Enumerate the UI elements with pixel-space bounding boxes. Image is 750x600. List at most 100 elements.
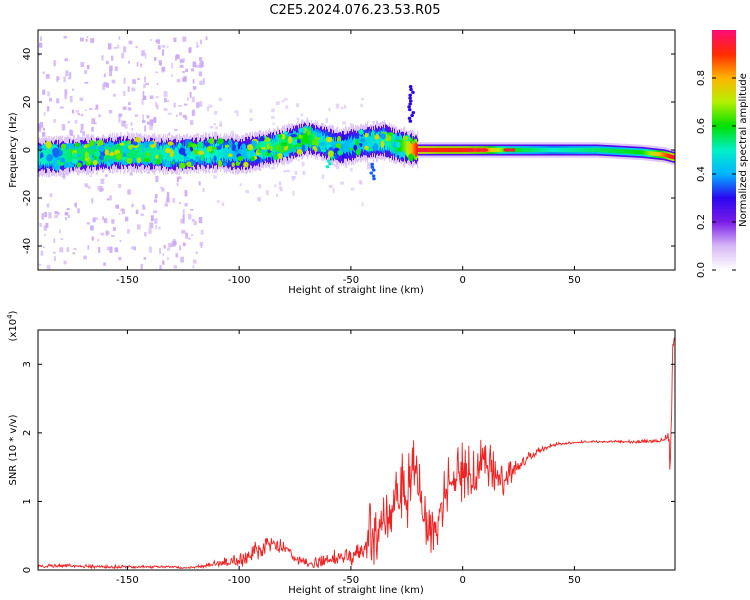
heatmap-cell <box>372 132 374 152</box>
heatmap-noise-cell <box>39 222 42 227</box>
heatmap-cell <box>412 141 414 157</box>
heatmap-cell <box>207 143 209 163</box>
heatmap-noise-cell <box>144 125 146 132</box>
colorbar: 0.0 0.2 0.4 0.6 0.8 Normalized spectral ampl… <box>696 30 749 278</box>
heatmap-cell <box>655 151 657 157</box>
heatmap-blob <box>362 142 368 146</box>
heatmap-blob <box>283 131 289 136</box>
heatmap-cell <box>324 133 326 152</box>
heatmap-cell <box>555 147 557 153</box>
heatmap-noise-cell <box>140 263 143 270</box>
heatmap-noise-cell <box>321 174 325 179</box>
colorbar-tick-label: 0.4 <box>696 166 707 182</box>
heatmap-cell <box>488 147 490 153</box>
heatmap-noise-cell <box>192 259 197 264</box>
heatmap-noise-cell <box>158 226 161 230</box>
heatmap-noise-cell <box>265 190 269 196</box>
heatmap-cell <box>671 154 673 159</box>
heatmap-noise-cell <box>153 210 157 214</box>
spectrogram-x-tick-label: -150 <box>116 275 139 286</box>
heatmap-noise-cell <box>343 104 347 109</box>
heatmap-cell <box>266 141 268 157</box>
heatmap-noise-cell <box>173 102 176 108</box>
heatmap-cell <box>601 148 603 153</box>
heatmap-blob <box>296 139 301 144</box>
heatmap-cell <box>373 133 375 150</box>
heatmap-noise-cell <box>182 71 186 74</box>
heatmap-cell <box>208 143 210 163</box>
heatmap-noise-cell <box>75 110 80 113</box>
heatmap-cell <box>359 135 361 152</box>
heatmap-cell <box>215 143 217 162</box>
heatmap-noise-cell <box>155 96 159 99</box>
heatmap-cell <box>156 147 158 161</box>
heatmap-blob <box>183 156 190 160</box>
heatmap-noise-cell <box>190 120 194 125</box>
heatmap-cell <box>456 147 458 153</box>
heatmap-blob <box>148 141 155 145</box>
heatmap-noise-cell <box>107 43 112 50</box>
heatmap-cell <box>496 147 498 153</box>
heatmap-blob <box>167 141 174 146</box>
heatmap-cell <box>664 152 666 157</box>
heatmap-blob <box>60 143 67 150</box>
heatmap-noise-cell <box>93 122 97 125</box>
heatmap-blob <box>144 143 149 149</box>
heatmap-cell <box>617 148 619 154</box>
heatmap-noise-cell <box>219 124 223 127</box>
heatmap-cell <box>559 147 561 153</box>
heatmap-cell <box>441 147 443 153</box>
heatmap-blob <box>283 152 290 157</box>
heatmap-noise-cell <box>84 70 88 74</box>
heatmap-noise-cell <box>56 76 60 81</box>
heatmap-cell <box>204 148 206 159</box>
heatmap-cell <box>622 149 624 154</box>
heatmap-cell <box>560 147 562 153</box>
heatmap-noise-cell <box>199 80 203 86</box>
heatmap-noise-cell <box>108 109 113 114</box>
heatmap-cell <box>320 133 322 150</box>
heatmap-noise-cell <box>166 257 169 260</box>
heatmap-noise-cell <box>174 128 178 132</box>
heatmap-blob <box>277 134 283 139</box>
heatmap-cell <box>543 147 545 153</box>
heatmap-blob <box>104 149 110 156</box>
heatmap-cell <box>566 147 568 153</box>
heatmap-noise-cell <box>128 60 131 64</box>
heatmap-cell <box>537 147 539 153</box>
heatmap-noise-cell <box>41 213 45 220</box>
heatmap-blob <box>204 142 210 147</box>
heatmap-cell <box>407 138 409 158</box>
heatmap-cell <box>576 147 578 153</box>
heatmap-noise-cell <box>144 52 147 59</box>
heatmap-cell <box>669 154 671 159</box>
heatmap-cell <box>517 147 519 153</box>
heatmap-cell <box>429 147 431 153</box>
heatmap-blob <box>228 140 233 148</box>
heatmap-cell <box>434 147 436 153</box>
snr-y-scale-exponent: 4 <box>6 314 14 319</box>
heatmap-noise-cell <box>278 181 282 186</box>
heatmap-noise-cell <box>285 105 289 109</box>
heatmap-cell <box>518 147 520 153</box>
heatmap-cell <box>581 147 583 153</box>
heatmap-noise-cell <box>141 98 144 105</box>
heatmap-feature <box>411 90 415 94</box>
heatmap-noise-cell <box>144 231 147 237</box>
heatmap-noise-cell <box>118 212 121 215</box>
heatmap-cell <box>223 148 225 158</box>
heatmap-cell <box>310 134 312 144</box>
heatmap-cell <box>586 147 588 153</box>
heatmap-blob <box>127 140 131 145</box>
heatmap-blob <box>72 152 78 158</box>
heatmap-cell <box>91 145 93 163</box>
heatmap-noise-cell <box>155 101 157 108</box>
heatmap-blob <box>296 148 303 155</box>
heatmap-noise-cell <box>70 130 74 137</box>
heatmap-noise-cell <box>59 106 64 109</box>
heatmap-blob <box>251 140 258 147</box>
heatmap-cell <box>588 147 590 153</box>
heatmap-cell <box>578 147 580 153</box>
heatmap-cell <box>66 149 68 162</box>
heatmap-noise-cell <box>206 106 210 111</box>
